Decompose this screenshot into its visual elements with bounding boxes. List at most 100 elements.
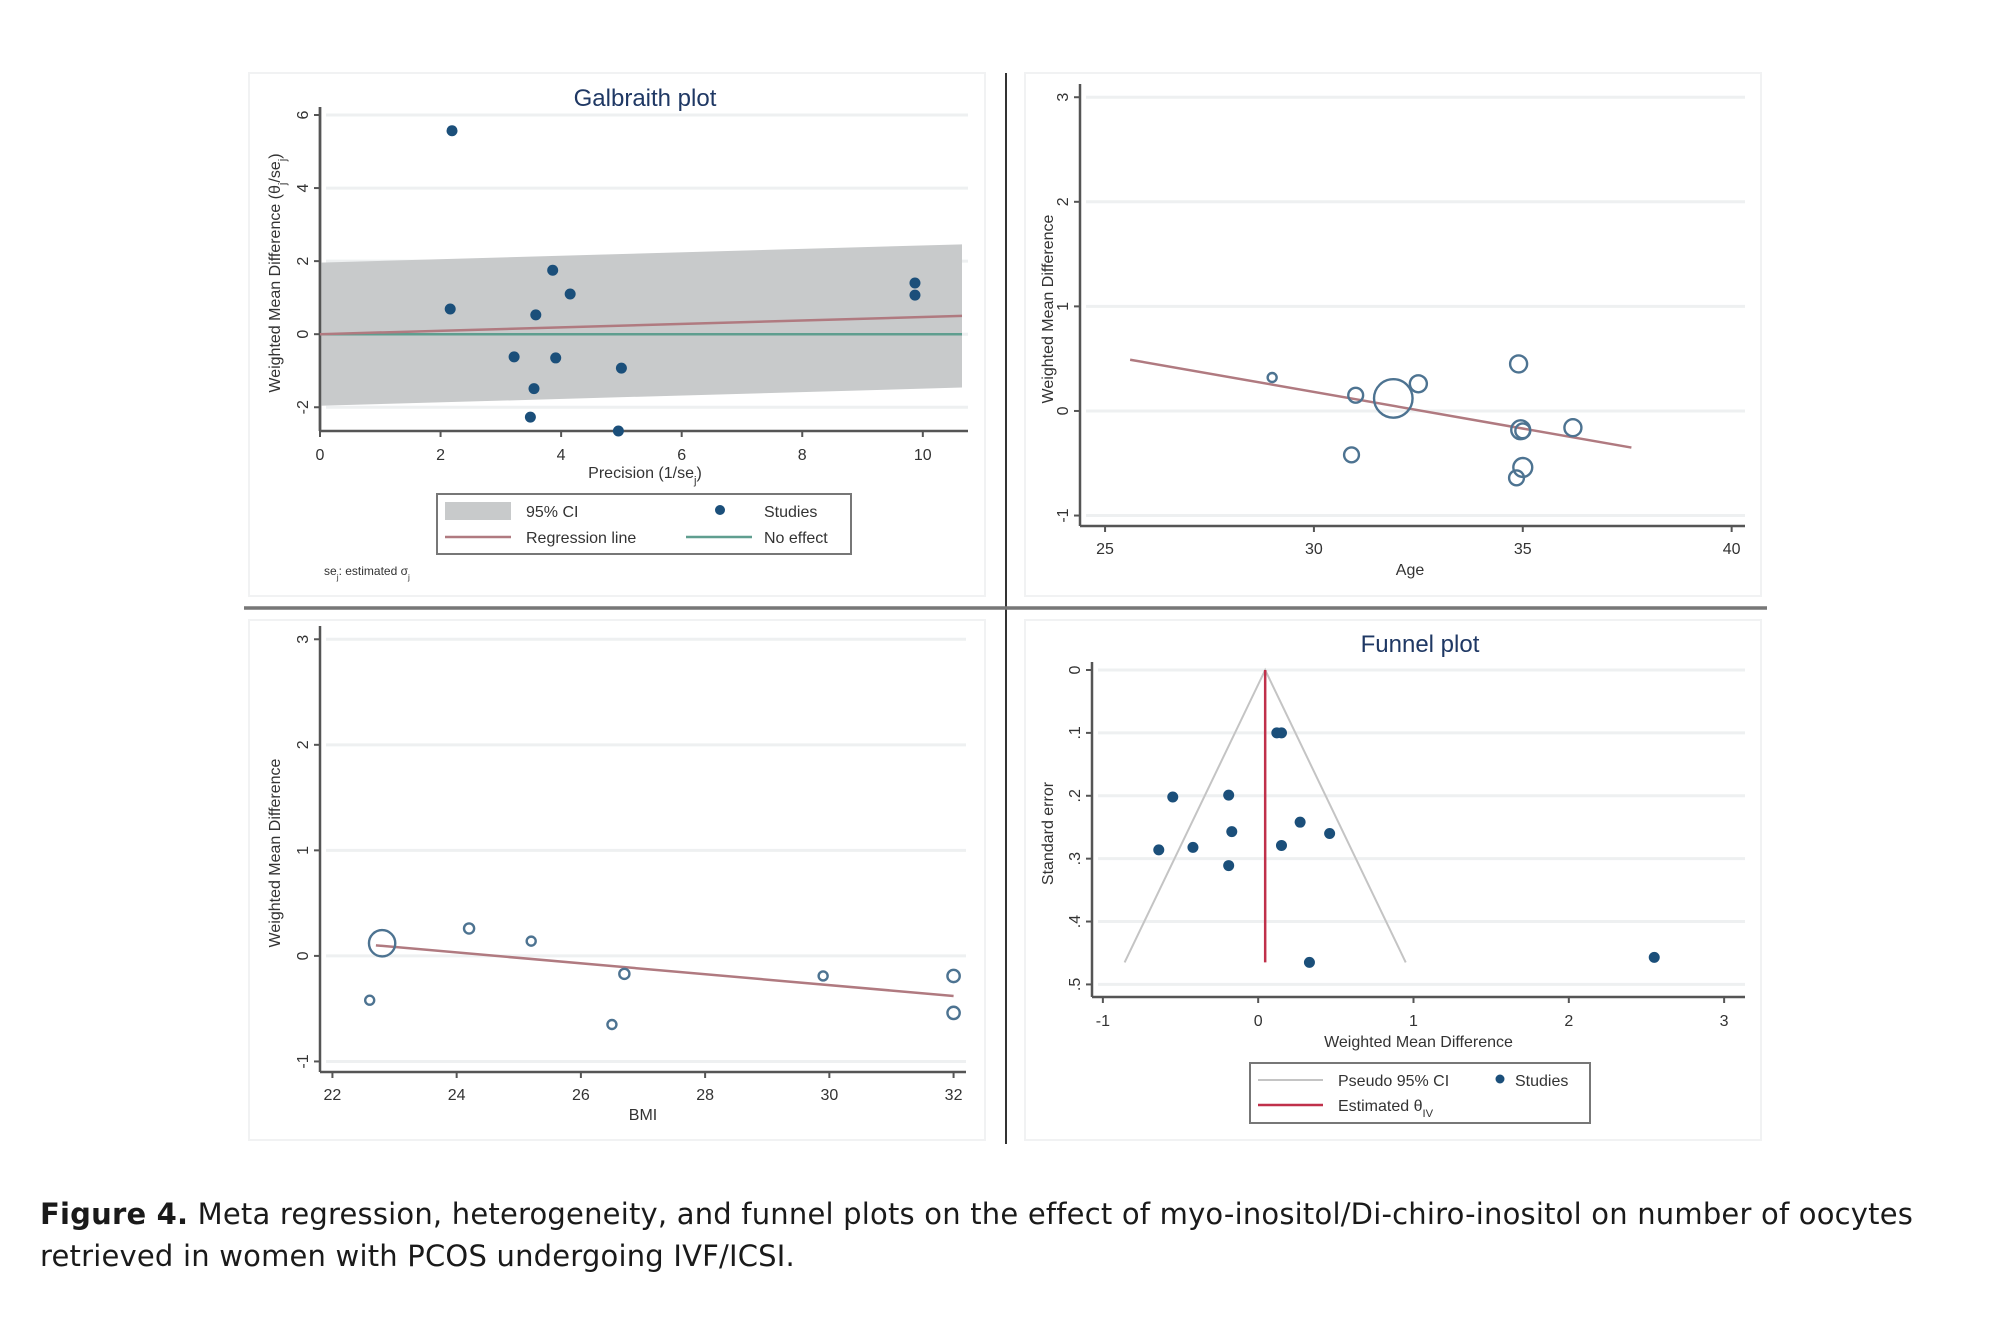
figure-caption: Figure 4. Meta regression, heterogeneity… (40, 1193, 1970, 1277)
x-axis-label: Precision (1/sej) (588, 465, 702, 487)
study-point (550, 352, 562, 364)
y-tick-label: .3 (1067, 852, 1084, 865)
chart-title: Galbraith plot (574, 85, 717, 112)
study-point (1324, 828, 1336, 839)
x-tick-label: 25 (1096, 541, 1114, 558)
legend-label: Studies (1515, 1073, 1568, 1090)
x-tick-label: 6 (677, 447, 686, 464)
y-tick-label: 0 (295, 330, 312, 339)
legend-label: Regression line (526, 530, 636, 547)
x-tick-label: 32 (945, 1087, 963, 1104)
study-point (444, 303, 456, 315)
x-tick-label: 35 (1514, 541, 1532, 558)
study-bubble (367, 928, 397, 958)
caption-text: Meta regression, heterogeneity, and funn… (40, 1197, 1914, 1273)
study-point (1275, 727, 1287, 739)
legend: Pseudo 95% CI Studies Estimated θIV (1249, 1062, 1591, 1124)
x-tick-label: 22 (324, 1087, 342, 1104)
bmi-meta-regression-plot: 22 24 26 28 30 32 -1 0 1 2 3 Weighted Mean Differen… (267, 626, 966, 1124)
study-point (1226, 826, 1238, 838)
regression-line (375, 944, 954, 998)
y-tick-label: 2 (295, 740, 312, 749)
y-tick-label: 0 (1067, 665, 1084, 674)
x-tick-label: 30 (820, 1087, 838, 1104)
y-tick-label: .2 (1067, 789, 1084, 802)
legend-swatch-studies (715, 505, 725, 515)
legend: 95% CI Studies Regression line No effect (436, 493, 852, 555)
study-bubble (1347, 386, 1365, 404)
x-axis-label: Weighted Mean Difference (1324, 1034, 1513, 1051)
regression-line (319, 314, 963, 336)
y-tick-label: 2 (295, 257, 312, 266)
study-point (1294, 816, 1306, 828)
x-tick-label: 30 (1305, 541, 1323, 558)
study-point (528, 383, 540, 395)
x-tick-label: 28 (696, 1087, 714, 1104)
y-tick-label: 6 (295, 110, 312, 119)
galbraith-plot: 0 2 4 6 8 10 -2 0 2 4 6 Galbraith plot Precision (1/… (267, 85, 968, 582)
regression-line (1129, 358, 1632, 449)
y-axis-label: Weighted Mean Difference (θj/sej) (267, 153, 289, 392)
y-tick-label: .4 (1067, 915, 1084, 928)
x-axis-label: BMI (629, 1107, 657, 1124)
study-bubble (606, 1018, 618, 1031)
study-point (612, 425, 624, 437)
study-bubble (1514, 422, 1532, 440)
study-point (524, 411, 536, 423)
age-meta-regression-plot: 25 30 35 40 -1 0 1 2 3 Weighted Mean Difference Ag… (1040, 84, 1745, 579)
study-point (1648, 951, 1660, 963)
y-tick-label: 3 (295, 635, 312, 644)
study-bubble (1342, 446, 1361, 464)
panel-frame-age (1024, 72, 1762, 597)
x-tick-label: 3 (1720, 1013, 1729, 1030)
x-tick-label: 24 (448, 1087, 466, 1104)
study-point (564, 288, 576, 300)
study-bubble (1372, 377, 1414, 419)
x-tick-label: 40 (1723, 541, 1741, 558)
study-point (1187, 841, 1199, 853)
study-point (1167, 791, 1179, 803)
study-point (1153, 844, 1165, 856)
study-point (909, 289, 921, 301)
x-tick-label: 0 (316, 447, 325, 464)
x-axis-label: Age (1396, 562, 1425, 579)
study-point (1275, 839, 1287, 851)
legend-swatch-ci-band (445, 502, 511, 520)
study-bubble (1266, 371, 1278, 384)
y-tick-label: -2 (295, 400, 312, 414)
panel-frame-bmi (248, 619, 986, 1141)
y-tick-label: 3 (1055, 93, 1072, 102)
y-axis-label: Weighted Mean Difference (267, 758, 284, 947)
legend-label: Studies (764, 504, 817, 521)
y-tick-label: .1 (1067, 726, 1084, 739)
legend-label: No effect (764, 530, 828, 547)
footnote: sej: estimated σj (324, 564, 410, 582)
x-tick-label: 26 (572, 1087, 590, 1104)
study-point (1223, 789, 1235, 801)
study-bubble (462, 922, 476, 935)
y-tick-label: -1 (295, 1054, 312, 1068)
legend-label: Estimated θIV (1338, 1098, 1434, 1120)
legend-box (1249, 1062, 1591, 1124)
study-bubble (946, 1005, 961, 1021)
study-point (530, 309, 542, 321)
y-tick-label: 4 (295, 184, 312, 193)
study-bubble (1507, 469, 1526, 487)
y-tick-label: 1 (1055, 302, 1072, 311)
study-point (909, 277, 921, 289)
funnel-plot: -1 0 1 2 3 0 .1 .2 .3 .4 .5 Funnel plot Standard err… (1040, 631, 1745, 1124)
caption-label: Figure 4. (40, 1197, 189, 1231)
study-point (1303, 956, 1315, 968)
x-tick-label: 8 (798, 447, 807, 464)
y-tick-label: 0 (295, 951, 312, 960)
y-tick-label: 1 (295, 846, 312, 855)
x-tick-label: 4 (557, 447, 566, 464)
y-tick-label: .5 (1067, 978, 1084, 991)
study-bubble (817, 970, 829, 982)
x-tick-label: 1 (1409, 1013, 1418, 1030)
legend-swatch-studies (1495, 1074, 1505, 1084)
study-point (615, 362, 627, 374)
study-bubble (618, 967, 631, 981)
study-point (1223, 860, 1235, 872)
